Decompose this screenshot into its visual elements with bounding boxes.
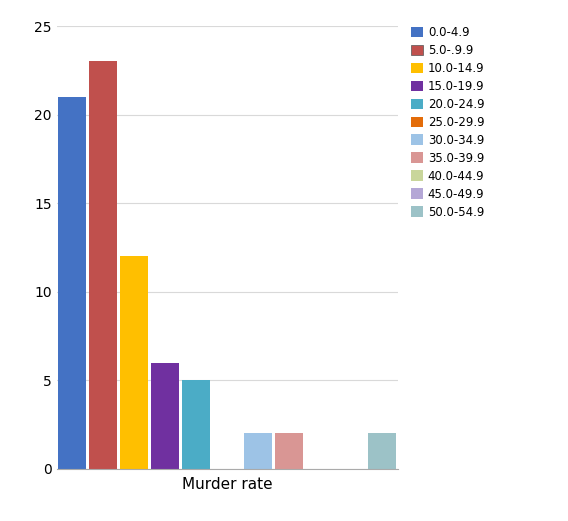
Legend: 0.0-4.9, 5.0-.9.9, 10.0-14.9, 15.0-19.9, 20.0-24.9, 25.0-29.9, 30.0-34.9, 35.0-3: 0.0-4.9, 5.0-.9.9, 10.0-14.9, 15.0-19.9,…	[411, 26, 485, 219]
Bar	[275, 433, 303, 469]
Bar	[120, 256, 148, 469]
Bar	[151, 363, 179, 469]
X-axis label: Murder rate: Murder rate	[182, 477, 273, 492]
Bar	[244, 433, 272, 469]
Bar	[59, 97, 86, 469]
Bar	[368, 433, 396, 469]
Bar	[182, 380, 210, 469]
Bar	[89, 61, 117, 469]
